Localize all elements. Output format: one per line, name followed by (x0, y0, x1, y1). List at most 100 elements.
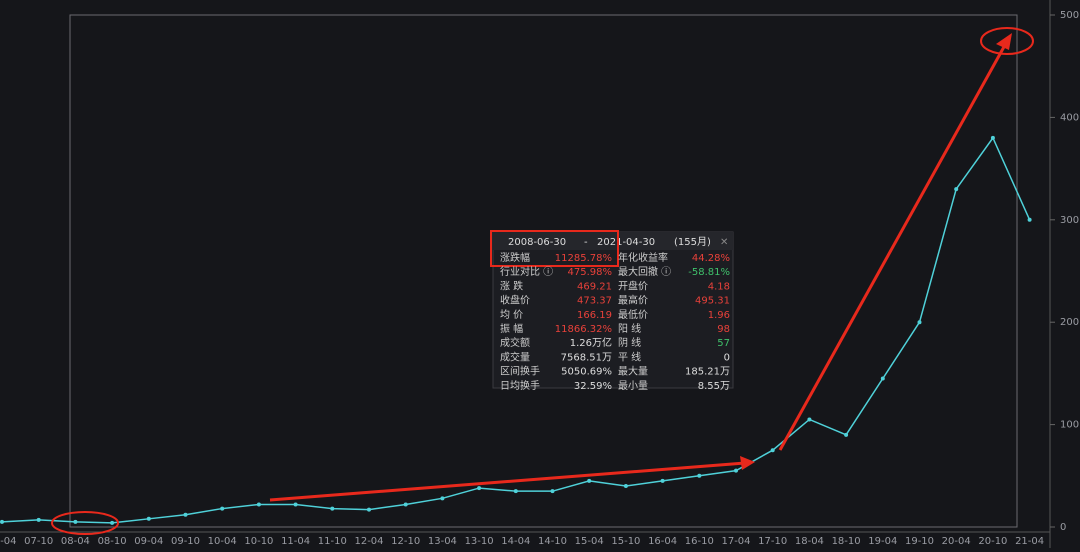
y-tick-label: 500 (1060, 10, 1079, 21)
x-tick-label: 09-10 (171, 536, 200, 547)
x-tick-label: 09-04 (134, 536, 163, 547)
x-tick-label: 13-04 (428, 536, 457, 547)
end-date[interactable]: 2021-04-30 (597, 237, 655, 248)
x-tick-label: 19-10 (905, 536, 934, 547)
y-tick-label: 100 (1060, 420, 1079, 431)
row-value: 5050.69% (561, 367, 612, 378)
price-point (183, 512, 188, 517)
row-label: 区间换手 (500, 365, 540, 378)
y-tick-label: 400 (1060, 112, 1079, 123)
x-tick-label: 18-10 (832, 536, 861, 547)
row-label: 最高价 (618, 294, 648, 307)
row-value: 185.21万 (685, 367, 730, 378)
arrow-head (996, 33, 1012, 50)
row-value: -58.81% (688, 267, 730, 278)
price-point (73, 519, 78, 524)
close-button[interactable]: ✕ (720, 237, 728, 248)
x-tick-label: 10-10 (244, 536, 273, 547)
row-value: 57 (717, 338, 730, 349)
end-circle (980, 27, 1034, 55)
row-label: 成交额 (500, 336, 530, 349)
x-tick-label: 16-04 (648, 536, 677, 547)
x-tick-label: 18-04 (795, 536, 824, 547)
row-label: 涨跌幅 (500, 251, 530, 264)
x-tick-label: 21-04 (1015, 536, 1044, 547)
price-point (623, 484, 628, 489)
price-point (293, 502, 298, 507)
row-label: 平 线 (618, 350, 641, 363)
x-tick-label: 07-10 (24, 536, 53, 547)
x-tick-label: 13-10 (465, 536, 494, 547)
start-date[interactable]: 2008-06-30 (508, 237, 566, 248)
row-label: 收盘价 (500, 294, 530, 307)
row-value: 1.26万亿 (570, 336, 612, 349)
x-tick-label: 10-04 (208, 536, 237, 547)
price-point (403, 502, 408, 507)
y-tick-label: 0 (1060, 522, 1066, 533)
price-point (587, 478, 592, 483)
info-panel: 2008-06-30 - 2021-04-30 (155月) ✕ 涨跌幅 1128… (490, 230, 734, 392)
row-label: 行业对比 ⓘ (500, 265, 553, 278)
price-point (36, 517, 41, 522)
x-tick-label: 12-04 (354, 536, 383, 547)
row-label: 开盘价 (618, 279, 648, 292)
x-tick-label: 08-04 (61, 536, 90, 547)
price-point (110, 520, 115, 525)
row-label: 年化收益率 (618, 251, 668, 264)
row-value: 1.96 (708, 310, 730, 321)
x-tick-label: 16-10 (685, 536, 714, 547)
price-point (990, 135, 995, 140)
panel-bg (492, 231, 734, 389)
price-point (440, 496, 445, 501)
x-tick-label: 20-10 (978, 536, 1007, 547)
row-value: 0 (724, 352, 730, 363)
price-point (146, 516, 151, 521)
panel-header (493, 232, 733, 250)
price-point (844, 432, 849, 437)
price-point (367, 507, 371, 512)
price-point (330, 506, 335, 511)
row-value: 4.18 (708, 281, 730, 292)
row-value: 44.28% (692, 253, 730, 264)
row-value: 7568.51万 (561, 352, 612, 363)
row-label: 最低价 (618, 308, 648, 321)
price-point (954, 187, 959, 192)
price-point (477, 486, 482, 491)
x-tick-label: 14-10 (538, 536, 567, 547)
row-label: 最大回撤 ⓘ (618, 265, 671, 278)
highlight-box (490, 230, 619, 267)
range-frame (69, 14, 1018, 528)
row-value: 8.55万 (698, 381, 730, 392)
x-tick-label: 15-10 (611, 536, 640, 547)
row-value: 11285.78% (555, 253, 612, 264)
price-point (660, 478, 665, 483)
x-tick-label: 11-04 (281, 536, 310, 547)
price-point (770, 448, 775, 453)
date-sep: - (584, 237, 588, 248)
row-label: 阳 线 (618, 322, 641, 335)
row-label: 最大量 (618, 365, 648, 378)
x-tick-label: 07-04 (0, 536, 17, 547)
price-point (734, 468, 738, 473)
price-point (807, 417, 812, 422)
x-tick-label: 08-10 (98, 536, 127, 547)
row-label: 日均换手 (500, 379, 540, 392)
price-point (550, 489, 555, 494)
trend-arrow (778, 44, 1007, 451)
x-tick-label: 12-10 (391, 536, 420, 547)
row-label: 涨 跌 (500, 279, 523, 292)
price-point (513, 489, 518, 494)
x-tick-label: 17-04 (721, 536, 750, 547)
row-value: 469.21 (577, 281, 612, 292)
row-value: 11866.32% (555, 324, 612, 335)
row-label: 振 幅 (500, 322, 523, 335)
row-value: 495.31 (695, 296, 730, 307)
x-tick-label: 20-04 (942, 536, 971, 547)
price-point (256, 502, 261, 507)
price-point (0, 519, 4, 524)
y-tick-label: 300 (1060, 215, 1079, 226)
price-point (697, 473, 702, 478)
arrow-head (740, 456, 755, 470)
price-point (1027, 217, 1032, 222)
